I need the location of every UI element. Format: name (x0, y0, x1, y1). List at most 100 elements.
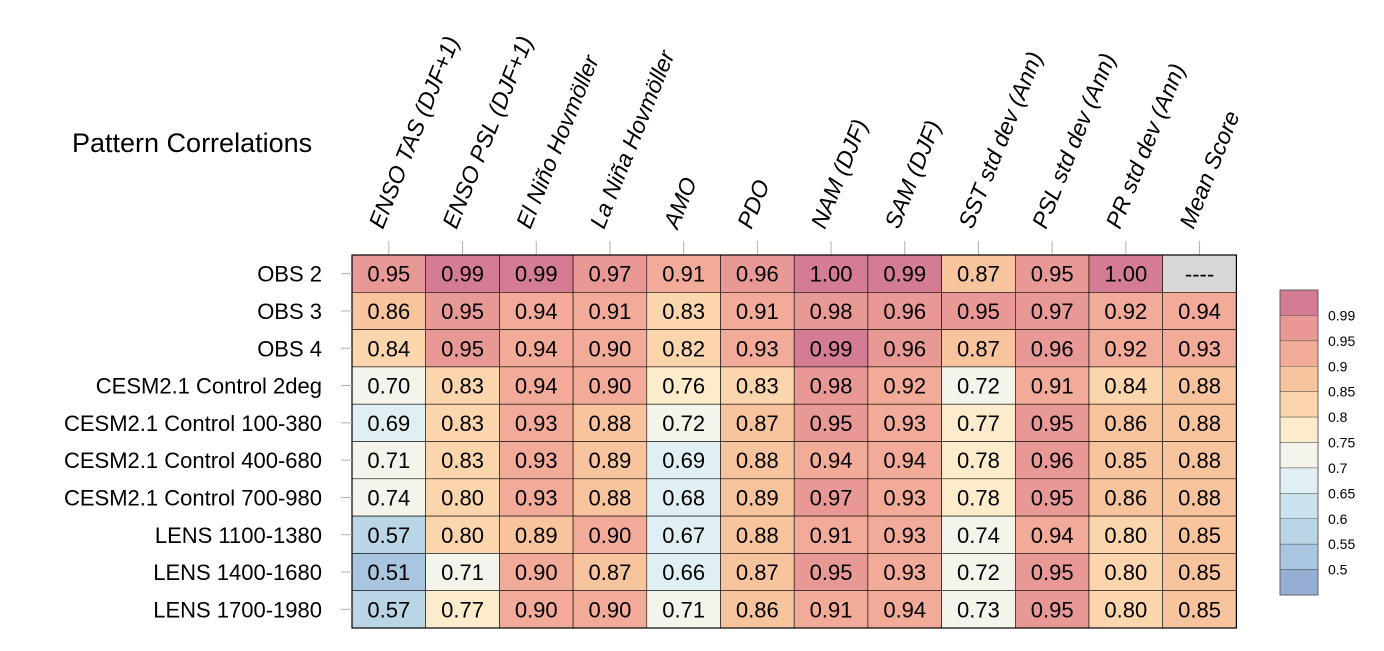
cell-value-label: 0.83 (441, 374, 484, 399)
cell-value-label: 0.93 (1178, 336, 1221, 361)
cell-value-label: 0.87 (957, 262, 1000, 287)
column-label: Mean Score (1174, 107, 1245, 232)
cell-value-label: 0.95 (1031, 485, 1074, 510)
legend-tick-label: 0.55 (1328, 536, 1355, 552)
heatmap-cell (867, 553, 942, 592)
legend-color-bin (1279, 416, 1319, 443)
row-label: LENS 1400-1680 (153, 560, 322, 585)
cell-value-label: 0.96 (736, 262, 779, 287)
heatmap-cell (1162, 441, 1237, 480)
row-label: CESM2.1 Control 100-380 (64, 411, 322, 436)
heatmap-cell (646, 590, 721, 629)
heatmap-cell (793, 329, 869, 368)
cell-value-label: 0.83 (736, 374, 779, 399)
cell-value-label: 0.87 (589, 560, 632, 585)
heatmap-cell (499, 441, 574, 480)
heatmap-cell (499, 254, 574, 293)
cell-value-label: 0.99 (515, 262, 558, 287)
heatmap-cell (941, 291, 1016, 330)
cell-value-label: 0.93 (515, 448, 558, 473)
cell-value-label: 0.83 (441, 448, 484, 473)
cell-value-label: 0.51 (367, 560, 410, 585)
heatmap-cell (720, 254, 795, 293)
heatmap-cell (1088, 590, 1163, 629)
heatmap-cell (425, 366, 500, 405)
cell-value-label: 0.90 (589, 597, 632, 622)
legend-border (1279, 289, 1319, 596)
heatmap-cell (1014, 441, 1090, 480)
cell-value-label: 0.97 (589, 262, 632, 287)
cell-value-label: 0.99 (883, 262, 926, 287)
row-label: OBS 2 (257, 262, 322, 287)
heatmap-cell (1014, 553, 1090, 592)
cell-value-label: 0.83 (662, 299, 705, 324)
cell-value-label: 0.84 (1104, 374, 1147, 399)
heatmap-cell (425, 590, 500, 629)
cell-value-label: 0.99 (810, 336, 853, 361)
cell-value-label: 0.71 (367, 448, 410, 473)
row-label: OBS 3 (257, 299, 322, 324)
heatmap-cell (941, 515, 1016, 554)
cell-value-label: 0.94 (515, 336, 558, 361)
cell-value-label: 0.92 (1104, 299, 1147, 324)
cell-value-label: 0.95 (441, 299, 484, 324)
cell-value-label: 0.88 (1178, 448, 1221, 473)
cell-value-label: 0.95 (810, 411, 853, 436)
cell-value-label: 0.69 (367, 411, 410, 436)
cell-value-label: 0.72 (957, 560, 1000, 585)
cell-value-label: 0.80 (1104, 597, 1147, 622)
legend-tick-label: 0.75 (1328, 435, 1355, 451)
cell-value-label: 0.94 (883, 597, 926, 622)
heatmap-cell (941, 403, 1016, 442)
legend-color-bin (1279, 391, 1319, 418)
legend-color-bin (1279, 569, 1319, 596)
heatmap-cell (1088, 553, 1163, 592)
legend-tick-label: 0.8 (1328, 409, 1348, 425)
cell-value-label: 0.90 (589, 374, 632, 399)
cell-value-label: 0.77 (441, 597, 484, 622)
heatmap-cell (720, 403, 795, 442)
cell-value-label: 0.85 (1178, 523, 1221, 548)
cell-value-label: 0.94 (810, 448, 853, 473)
cell-value-label: 0.57 (367, 597, 410, 622)
cell-value-label: 0.94 (515, 374, 558, 399)
cell-value-label: 0.78 (957, 448, 1000, 473)
cell-value-label: 0.90 (589, 523, 632, 548)
legend-tick-label: 0.85 (1328, 384, 1355, 400)
heatmap-cell (867, 254, 942, 293)
cell-value-label: 0.87 (957, 336, 1000, 361)
heatmap-cell (1088, 478, 1163, 517)
heatmap-cell (646, 403, 721, 442)
heatmap-cell (1162, 254, 1237, 293)
cell-value-label: 0.93 (883, 485, 926, 510)
heatmap-cell (720, 329, 795, 368)
heatmap-cell (793, 254, 869, 293)
heatmap-cell (572, 590, 648, 629)
cell-value-label: 0.96 (883, 336, 926, 361)
column-label: PR std dev (Ann) (1100, 60, 1190, 232)
cell-value-label: 0.83 (441, 411, 484, 436)
cell-value-label: 0.71 (441, 560, 484, 585)
heatmap-cell (351, 590, 426, 629)
heatmap-cell (1088, 366, 1163, 405)
cell-value-label: 0.97 (810, 485, 853, 510)
cell-value-label: 0.67 (662, 523, 705, 548)
legend-tick-label: 0.6 (1328, 511, 1348, 527)
heatmap-cell (720, 366, 795, 405)
legend-color-bin (1279, 518, 1319, 545)
heatmap-cell (1088, 515, 1163, 554)
heatmap-cell (1162, 291, 1237, 330)
cell-value-label: 0.93 (883, 560, 926, 585)
heatmap-cell (720, 553, 795, 592)
cell-value-label: 0.92 (883, 374, 926, 399)
cell-value-label: 0.95 (1031, 411, 1074, 436)
legend-tick-label: 0.5 (1328, 562, 1348, 578)
chart-title: Pattern Correlations (72, 128, 312, 158)
cell-value-label: 0.89 (589, 448, 632, 473)
legend-tick-label: 0.7 (1328, 460, 1348, 476)
cell-value-label: 0.94 (883, 448, 926, 473)
heatmap-cell (1014, 291, 1090, 330)
cell-value-label: 0.94 (1178, 299, 1221, 324)
heatmap-cell (941, 553, 1016, 592)
heatmap-cell (867, 590, 942, 629)
